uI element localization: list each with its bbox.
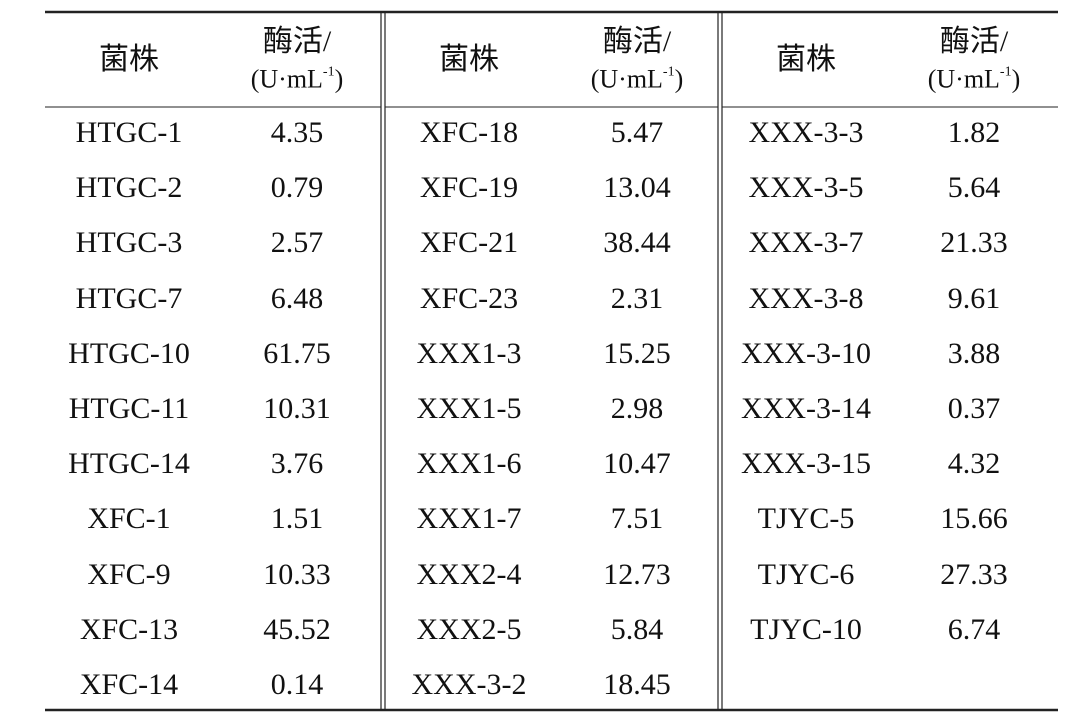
- strain-cell: XFC-14: [79, 668, 179, 701]
- strain-cell: XXX-3-8: [748, 281, 864, 315]
- activity-cell: 27.33: [940, 557, 1008, 591]
- activity-cell: 4.32: [947, 447, 1001, 481]
- activity-cell: 10.33: [263, 557, 331, 591]
- strain-cell: XXX-3-10: [741, 336, 871, 370]
- header-unit: (U·mL-1): [250, 64, 344, 94]
- strain-cell: HTGC-14: [68, 447, 190, 481]
- activity-cell: 3.88: [947, 336, 1001, 370]
- header-unit: (U·mL-1): [590, 64, 684, 94]
- activity-cell: 10.31: [263, 392, 331, 425]
- strain-cell: XFC-21: [419, 226, 519, 260]
- strain-cell: XXX-3-2: [411, 668, 527, 701]
- header-strain: 菌株: [776, 43, 836, 76]
- activity-cell: 4.35: [270, 116, 324, 149]
- strain-cell: XFC-18: [419, 116, 519, 149]
- strain-cell: XXX-3-7: [748, 226, 864, 260]
- activity-cell: 21.33: [940, 226, 1008, 260]
- strain-cell: XXX-3-3: [748, 116, 864, 149]
- unit-close: ): [1011, 64, 1021, 94]
- activity-cell: 15.25: [603, 336, 671, 370]
- header-strain: 菌株: [439, 43, 499, 76]
- activity-cell: 15.66: [940, 502, 1008, 536]
- strain-cell: XXX-3-14: [741, 392, 871, 425]
- strain-cell: HTGC-10: [68, 336, 190, 370]
- strain-cell: XXX-3-5: [748, 171, 864, 205]
- activity-cell: 5.64: [947, 171, 1001, 205]
- unit-text: (U·mL: [590, 64, 663, 94]
- activity-cell: 1.51: [270, 502, 324, 536]
- activity-cell: 18.45: [603, 668, 671, 701]
- activity-cell: 3.76: [270, 447, 324, 481]
- unit-close: ): [334, 64, 344, 94]
- strain-cell: XFC-13: [79, 612, 179, 646]
- strain-cell: XXX1-6: [416, 447, 522, 481]
- activity-cell: 1.82: [947, 116, 1001, 149]
- activity-cell: 2.57: [270, 226, 324, 260]
- unit-exponent: -1: [662, 64, 675, 80]
- activity-cell: 45.52: [263, 612, 331, 646]
- strain-cell: HTGC-2: [75, 171, 183, 205]
- strain-cell: HTGC-7: [75, 281, 183, 315]
- strain-cell: XXX1-5: [416, 392, 522, 425]
- activity-cell: 12.73: [603, 557, 671, 591]
- header-activity: 酶活/: [939, 25, 1009, 58]
- header-activity: 酶活/: [262, 25, 332, 58]
- activity-cell: 5.47: [610, 116, 664, 149]
- unit-text: (U·mL: [250, 64, 323, 94]
- strain-cell: HTGC-3: [75, 226, 183, 260]
- unit-close: ): [674, 64, 684, 94]
- unit-exponent: -1: [322, 64, 335, 80]
- activity-cell: 7.51: [610, 502, 664, 536]
- strain-cell: HTGC-11: [68, 392, 190, 425]
- activity-cell: 0.14: [270, 668, 324, 701]
- strain-cell: HTGC-1: [75, 116, 183, 149]
- strain-cell: TJYC-6: [757, 557, 855, 591]
- strain-cell: XXX1-3: [416, 336, 522, 370]
- activity-cell: 0.37: [947, 392, 1001, 425]
- activity-cell: 9.61: [947, 281, 1001, 315]
- activity-cell: 10.47: [603, 447, 671, 481]
- activity-cell: 61.75: [263, 336, 331, 370]
- strain-cell: TJYC-10: [750, 612, 862, 646]
- strain-cell: XXX2-4: [416, 557, 522, 591]
- activity-cell: 6.48: [270, 281, 324, 315]
- activity-cell: 2.98: [610, 392, 664, 425]
- header-unit: (U·mL-1): [927, 64, 1021, 94]
- strain-cell: XXX-3-15: [741, 447, 871, 481]
- strain-cell: XXX1-7: [416, 502, 522, 536]
- strain-cell: XXX2-5: [416, 612, 522, 646]
- strain-cell: XFC-19: [419, 171, 519, 205]
- header-strain: 菌株: [99, 43, 159, 76]
- strain-cell: XFC-1: [87, 502, 171, 536]
- header-activity: 酶活/: [602, 25, 672, 58]
- unit-text: (U·mL: [927, 64, 1000, 94]
- strain-cell: TJYC-5: [757, 502, 855, 536]
- activity-cell: 13.04: [603, 171, 671, 205]
- activity-cell: 5.84: [610, 612, 664, 646]
- activity-cell: 2.31: [610, 281, 664, 315]
- strain-cell: XFC-9: [87, 557, 171, 591]
- activity-cell: 0.79: [270, 171, 324, 205]
- activity-cell: 38.44: [603, 226, 671, 260]
- unit-exponent: -1: [999, 64, 1012, 80]
- strain-cell: XFC-23: [419, 281, 519, 315]
- activity-cell: 6.74: [947, 612, 1001, 646]
